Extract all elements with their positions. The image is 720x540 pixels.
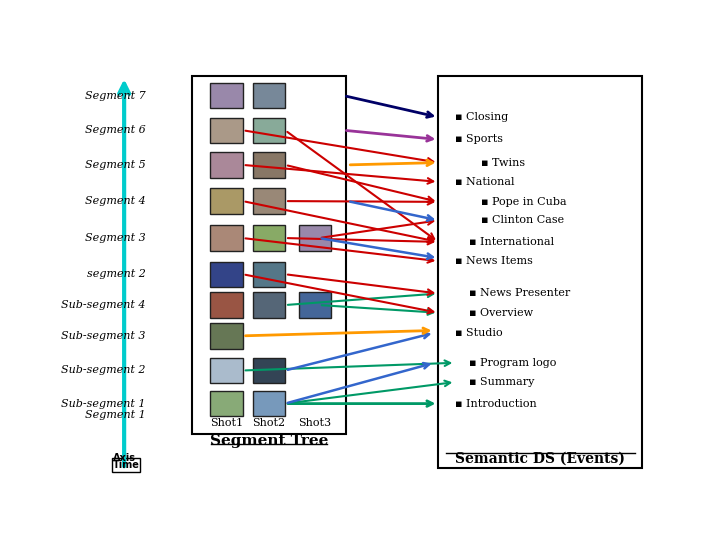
FancyBboxPatch shape [210,323,243,348]
Text: ▪ Introduction: ▪ Introduction [455,399,537,409]
FancyBboxPatch shape [253,83,285,109]
Text: Segment 5: Segment 5 [85,160,145,170]
FancyBboxPatch shape [210,152,243,178]
Text: ▪ Twins: ▪ Twins [481,158,525,167]
Text: Axis: Axis [113,453,136,463]
FancyBboxPatch shape [210,358,243,383]
Text: Shot1: Shot1 [210,418,243,428]
FancyBboxPatch shape [210,225,243,251]
Text: Sub-segment 4: Sub-segment 4 [61,300,145,310]
Text: Segment 6: Segment 6 [85,125,145,135]
FancyBboxPatch shape [210,261,243,287]
Text: Shot2: Shot2 [252,418,285,428]
Text: Segment 4: Segment 4 [85,196,145,206]
FancyBboxPatch shape [299,292,331,318]
FancyBboxPatch shape [299,225,331,251]
Text: Time: Time [113,460,140,470]
Text: ▪ Overview: ▪ Overview [469,308,534,318]
FancyBboxPatch shape [210,188,243,214]
Text: ▪ Studio: ▪ Studio [455,328,503,338]
FancyBboxPatch shape [438,76,642,468]
Text: Sub-segment 1: Sub-segment 1 [61,399,145,409]
Text: ▪ News Presenter: ▪ News Presenter [469,288,570,299]
Text: ▪ Sports: ▪ Sports [455,134,503,145]
Text: ▪ Pope in Cuba: ▪ Pope in Cuba [481,197,566,207]
FancyBboxPatch shape [253,261,285,287]
FancyBboxPatch shape [253,358,285,383]
Text: ▪ Summary: ▪ Summary [469,377,534,387]
FancyBboxPatch shape [253,118,285,143]
Text: ▪ Closing: ▪ Closing [455,112,508,122]
FancyBboxPatch shape [253,391,285,416]
Text: ▪ National: ▪ National [455,177,515,187]
FancyBboxPatch shape [253,225,285,251]
FancyBboxPatch shape [253,292,285,318]
Text: Segment Tree: Segment Tree [210,434,328,448]
Text: Segment 1: Segment 1 [85,410,145,420]
Text: Sub-segment 3: Sub-segment 3 [61,331,145,341]
Text: Segment 7: Segment 7 [85,91,145,100]
Text: Sub-segment 2: Sub-segment 2 [61,366,145,375]
Text: ▪ Program logo: ▪ Program logo [469,358,557,368]
FancyBboxPatch shape [210,118,243,143]
Text: segment 2: segment 2 [87,269,145,279]
Text: ▪ Clinton Case: ▪ Clinton Case [481,215,564,225]
Text: Semantic DS (Events): Semantic DS (Events) [455,451,626,465]
FancyBboxPatch shape [210,391,243,416]
FancyBboxPatch shape [253,188,285,214]
FancyBboxPatch shape [192,76,346,434]
Text: ▪ News Items: ▪ News Items [455,256,533,266]
FancyBboxPatch shape [210,292,243,318]
Text: Segment 3: Segment 3 [85,233,145,243]
FancyBboxPatch shape [210,83,243,109]
FancyBboxPatch shape [253,152,285,178]
Text: ▪ International: ▪ International [469,237,554,247]
Text: Shot3: Shot3 [299,418,332,428]
